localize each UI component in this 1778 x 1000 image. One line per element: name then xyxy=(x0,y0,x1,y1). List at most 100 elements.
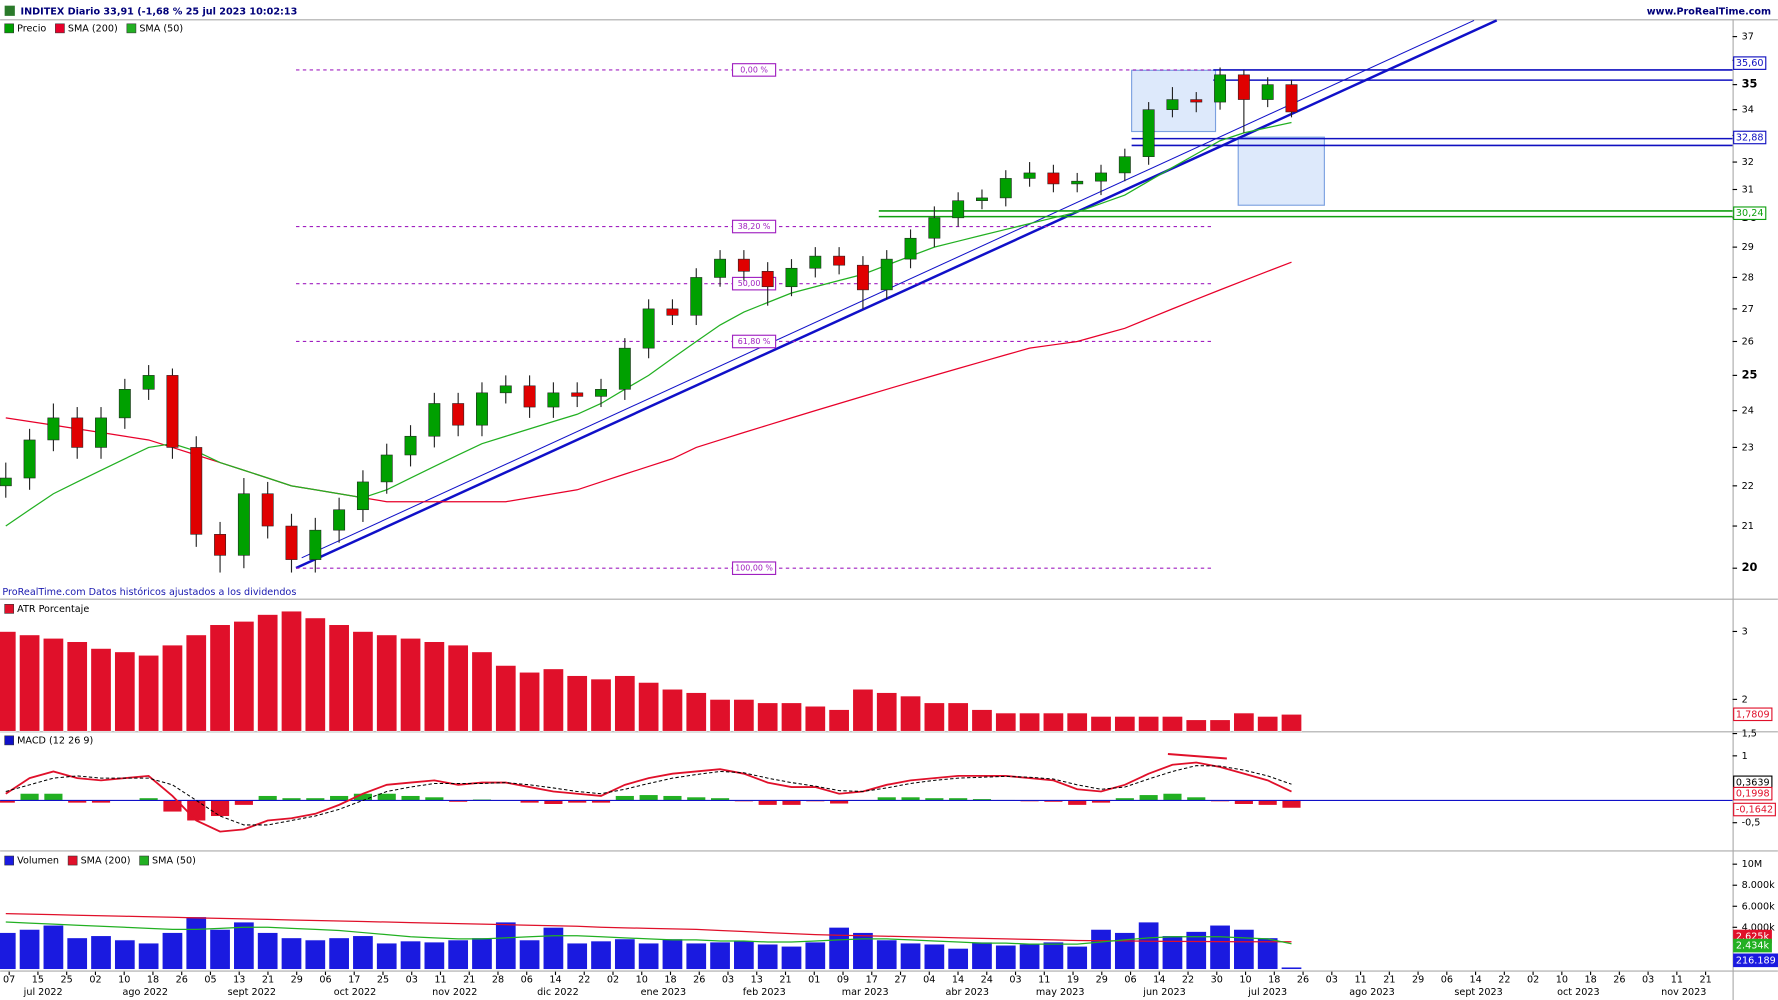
x-tick-label: 17 xyxy=(348,975,360,986)
x-tick-label: 03 xyxy=(406,975,418,986)
histogram-bar xyxy=(1091,800,1111,803)
legend-swatch xyxy=(4,23,14,34)
candle-body xyxy=(1118,156,1131,174)
histogram-bar xyxy=(972,799,992,801)
y-tick-label: 4.000k xyxy=(1742,922,1776,933)
candle-body xyxy=(976,197,988,202)
bar xyxy=(304,939,326,970)
x-month-label: mar 2023 xyxy=(842,987,889,998)
bar xyxy=(209,624,231,732)
histogram-bar xyxy=(1258,800,1277,805)
x-month-label: dic 2022 xyxy=(537,987,579,998)
bar xyxy=(138,654,160,732)
bar xyxy=(1019,712,1041,732)
bar xyxy=(566,942,588,970)
candle-body xyxy=(95,417,107,448)
fib-label-box xyxy=(731,63,777,77)
bar xyxy=(780,945,803,970)
candle-body xyxy=(285,525,298,560)
candle-body xyxy=(880,258,893,291)
bar xyxy=(995,944,1017,970)
x-tick-label: 14 xyxy=(549,975,561,986)
value-label-box xyxy=(1733,953,1778,968)
site-link[interactable]: www.ProRealTime.com xyxy=(1647,6,1771,17)
bar xyxy=(233,620,255,732)
candle-body xyxy=(142,375,155,390)
bar xyxy=(661,938,683,970)
bar xyxy=(257,614,279,732)
histogram-bar xyxy=(901,797,920,801)
legend-label: Precio xyxy=(17,23,46,34)
candle-body xyxy=(166,375,179,448)
x-tick-label: 10 xyxy=(1239,975,1251,986)
legend-swatch xyxy=(126,23,137,34)
y-tick-label: 6.000k xyxy=(1742,901,1776,912)
y-tick-label: 31 xyxy=(1742,184,1754,195)
x-month-label: jul 2022 xyxy=(23,987,63,998)
bar xyxy=(209,929,231,970)
legend-swatch xyxy=(139,855,149,866)
x-tick-label: 14 xyxy=(1469,975,1481,986)
bar xyxy=(923,702,945,732)
candle-body xyxy=(1166,99,1179,110)
bar xyxy=(19,929,41,970)
histogram-bar xyxy=(949,798,968,801)
candle-body xyxy=(309,529,322,560)
x-tick-label: 21 xyxy=(262,975,274,986)
candle-body xyxy=(737,258,750,272)
candle-body xyxy=(618,347,631,390)
x-tick-label: 21 xyxy=(1383,975,1395,986)
bar xyxy=(90,648,112,732)
value-label-box xyxy=(1733,938,1772,953)
histogram-bar xyxy=(330,795,349,801)
bar xyxy=(1257,716,1279,732)
bar xyxy=(161,644,183,732)
legend-swatch xyxy=(4,735,14,746)
bar xyxy=(1042,941,1064,970)
legend-label: Volumen xyxy=(17,856,59,867)
candle-body xyxy=(333,509,346,531)
y-tick-label: 29 xyxy=(1742,242,1754,253)
y-tick-label: 2 xyxy=(1742,694,1748,705)
candle-body xyxy=(595,389,607,397)
x-tick-label: 10 xyxy=(1556,975,1568,986)
value-label: 2.434k xyxy=(1736,941,1770,952)
bar xyxy=(614,675,636,732)
candle-body xyxy=(237,493,250,556)
histogram-bar xyxy=(663,795,682,801)
value-label: -0,1642 xyxy=(1736,805,1773,816)
candle-body xyxy=(47,417,60,441)
bar xyxy=(304,617,326,732)
bar xyxy=(947,948,969,970)
bar xyxy=(90,935,112,970)
histogram-bar xyxy=(187,800,206,821)
candle-body xyxy=(1214,74,1227,103)
bar xyxy=(852,688,874,732)
bar xyxy=(138,942,160,970)
x-month-label: nov 2022 xyxy=(432,987,477,998)
candle-body xyxy=(547,392,560,408)
bar xyxy=(352,631,374,732)
x-tick-label: 30 xyxy=(1211,975,1223,986)
bar xyxy=(899,695,922,732)
x-tick-label: 03 xyxy=(722,975,734,986)
candle-body xyxy=(356,481,369,511)
zone-box xyxy=(1237,136,1325,206)
x-month-label: abr 2023 xyxy=(945,987,989,998)
candle-body xyxy=(1071,180,1084,185)
candle-body xyxy=(261,493,274,527)
y-tick-label: 1 xyxy=(1742,751,1748,762)
bar xyxy=(185,634,207,732)
bar xyxy=(828,926,850,970)
candle-body xyxy=(1237,74,1250,100)
histogram-bar xyxy=(139,798,158,801)
bar xyxy=(1233,929,1255,970)
y-tick-label: 8.000k xyxy=(1742,880,1776,891)
y-tick-label: 26 xyxy=(1742,336,1754,347)
candle-body xyxy=(1047,172,1060,185)
legend-label: SMA (200) xyxy=(68,23,118,34)
y-tick-label: 35 xyxy=(1742,77,1758,91)
x-tick-label: 15 xyxy=(32,975,44,986)
y-tick-label: 24 xyxy=(1742,406,1754,417)
sma-line xyxy=(5,913,1292,943)
